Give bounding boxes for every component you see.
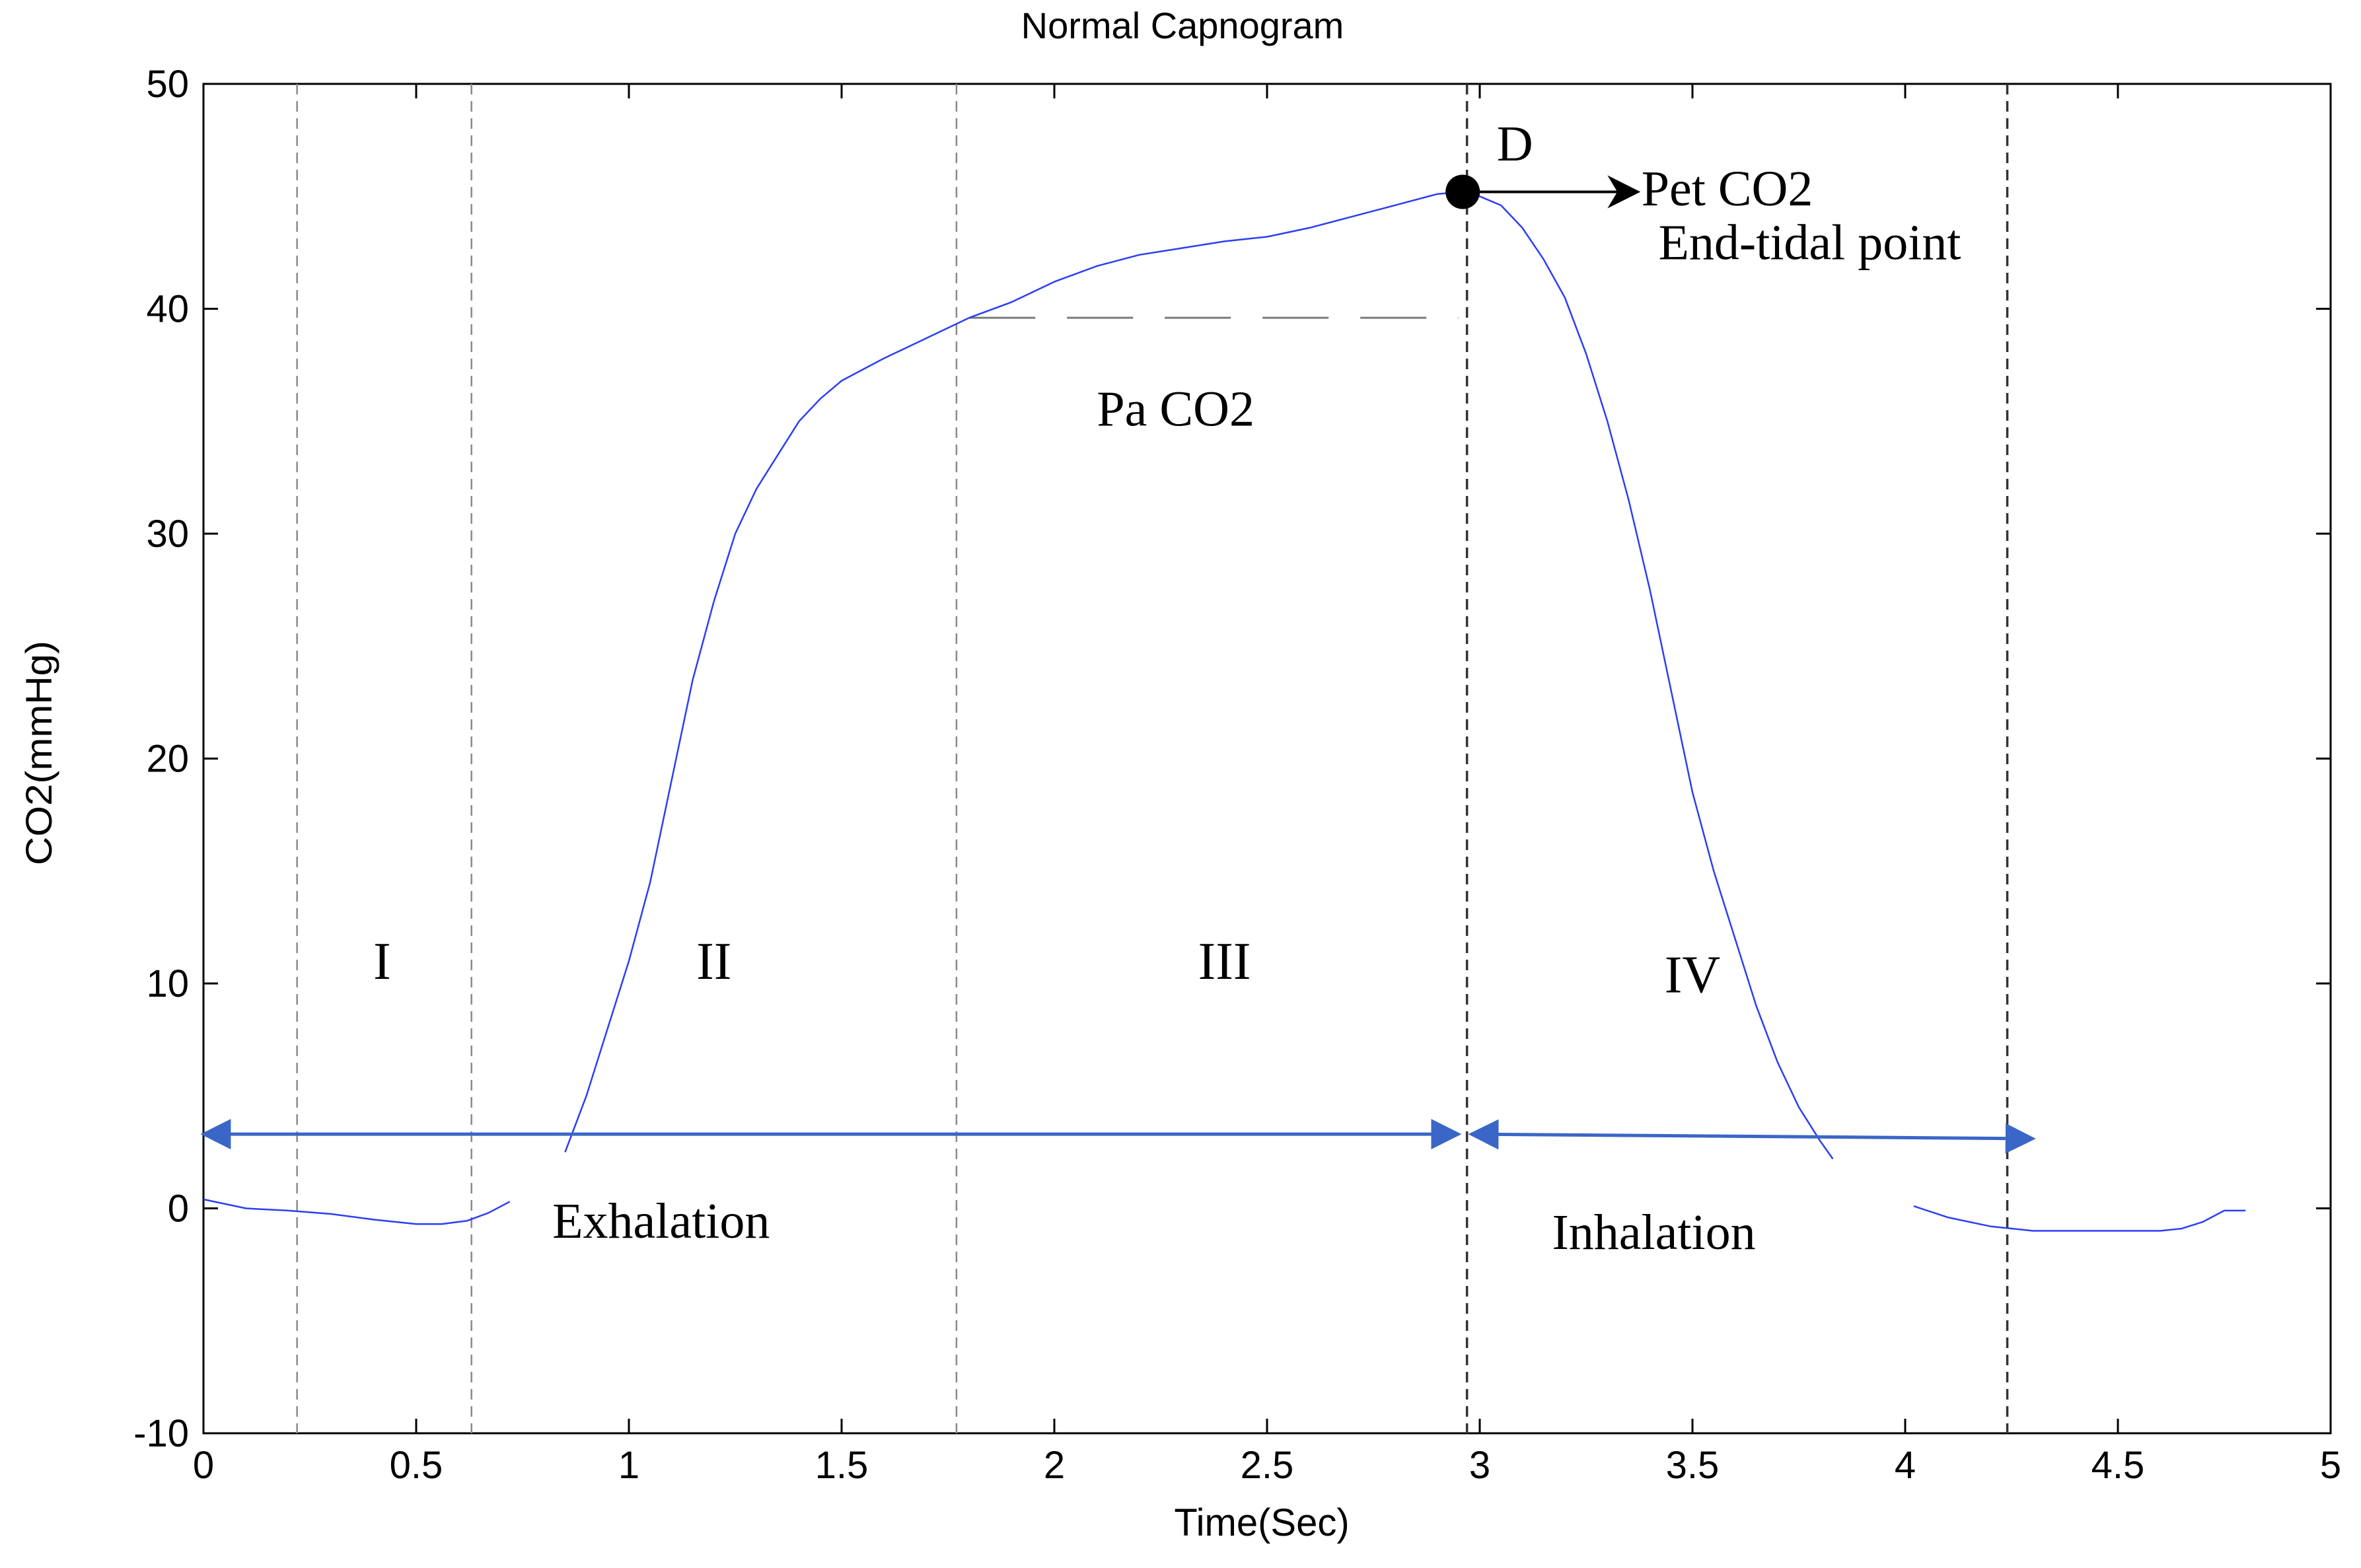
- x-tick-label: 1.5: [815, 1444, 869, 1487]
- y-tick-label: -10: [133, 1412, 189, 1455]
- y-axis-label: CO2(mmHg): [18, 641, 59, 865]
- co2-waveform-segment: [203, 1198, 511, 1225]
- chart-title: Normal Capnogram: [1021, 5, 1344, 46]
- y-tick-label: 20: [146, 738, 189, 781]
- co2-waveform-segment: [564, 191, 1834, 1160]
- x-tick-label: 2.5: [1241, 1444, 1294, 1487]
- x-tick-label: 3.5: [1666, 1444, 1720, 1487]
- chart-annotation: Pet CO2: [1642, 161, 1813, 217]
- phase-label: III: [1198, 933, 1251, 991]
- end-tidal-point-marker: [1445, 174, 1480, 209]
- chart-annotation: D: [1497, 116, 1533, 172]
- phase-label: I: [373, 933, 391, 991]
- chart-annotation: End-tidal point: [1658, 215, 1961, 271]
- x-axis-label: Time(Sec): [1174, 1501, 1349, 1544]
- y-tick-label: 40: [146, 288, 189, 331]
- y-tick-label: 30: [146, 513, 189, 555]
- y-tick-label: 50: [146, 63, 189, 106]
- x-tick-label: 3: [1469, 1444, 1490, 1487]
- chart-annotation: Pa CO2: [1097, 382, 1254, 437]
- y-tick-label: 10: [146, 962, 189, 1005]
- y-tick-label: 0: [168, 1188, 189, 1230]
- x-tick-label: 0: [193, 1444, 214, 1487]
- x-tick-label: 2: [1044, 1444, 1065, 1487]
- x-tick-label: 4.5: [2091, 1444, 2145, 1487]
- x-tick-label: 1: [618, 1444, 639, 1487]
- x-tick-label: 0.5: [390, 1444, 443, 1487]
- x-tick-label: 5: [2320, 1444, 2341, 1487]
- chart-annotation: Inhalation: [1552, 1205, 1755, 1260]
- x-tick-label: 4: [1895, 1444, 1916, 1487]
- phase-span-arrow: [1468, 1119, 2036, 1154]
- phase-label: II: [696, 933, 731, 991]
- co2-waveform-segment: [1913, 1205, 2246, 1232]
- chart-annotation: Exhalation: [552, 1194, 770, 1249]
- phase-label: IV: [1665, 946, 1720, 1005]
